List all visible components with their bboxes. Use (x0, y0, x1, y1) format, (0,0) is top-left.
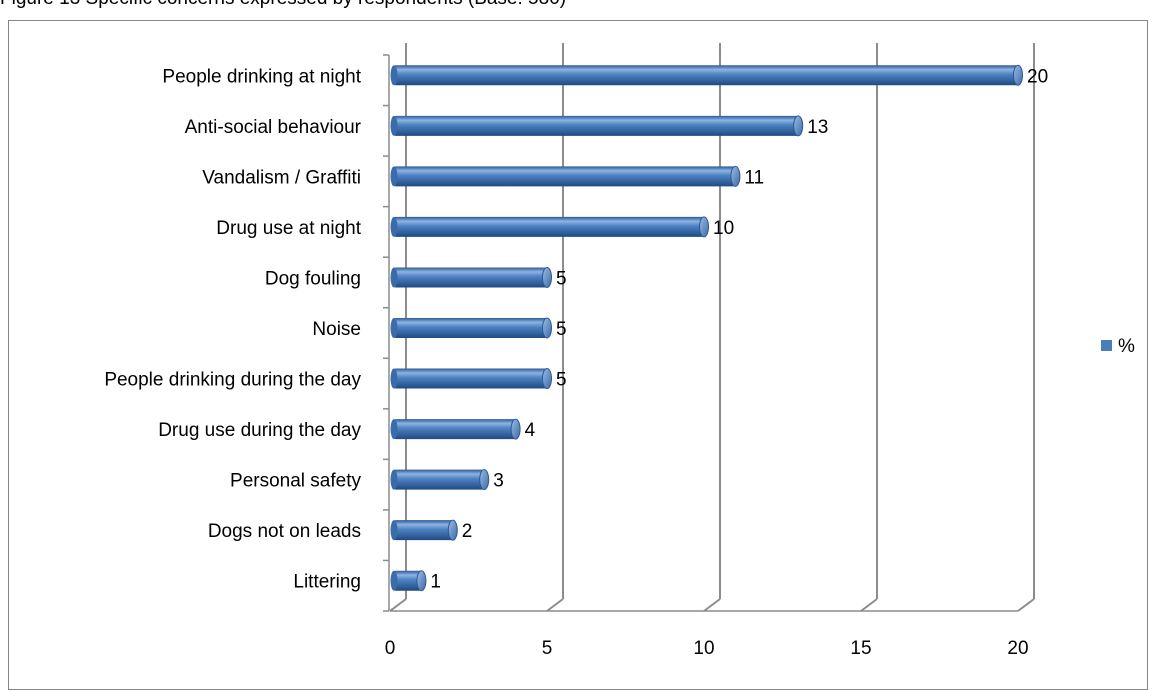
legend: % (1101, 336, 1135, 357)
bar-start-cap (390, 318, 398, 338)
figure-caption: Figure 13 Specific concerns expressed by… (0, 0, 566, 10)
bar-start-cap (390, 216, 398, 237)
data-label: 4 (525, 420, 536, 441)
bar-start-cap (390, 65, 398, 86)
bar-start-cap (390, 570, 398, 591)
bar-body (394, 419, 516, 440)
data-label: 13 (807, 117, 828, 138)
bar-end-cap (542, 368, 552, 390)
data-label: 2 (462, 521, 473, 542)
bar-body (394, 115, 799, 136)
bar-body (394, 520, 453, 541)
bar-body (394, 469, 485, 490)
bar-start-cap (390, 267, 398, 288)
y-category-label: Noise (312, 319, 361, 340)
bar-start-cap (390, 469, 398, 490)
bar-end-cap (542, 317, 552, 339)
bar-start-cap (390, 368, 398, 389)
x-tick-label: 15 (850, 638, 871, 659)
bar-start-cap (390, 115, 398, 136)
y-category-label: Anti-social behaviour (185, 117, 362, 138)
bars (390, 64, 1023, 592)
bar-end-cap (447, 519, 458, 541)
floor-gridline (389, 598, 407, 612)
bar-end-cap (479, 469, 490, 491)
data-label: 10 (713, 218, 734, 239)
bar (390, 64, 1023, 86)
data-label: 3 (493, 471, 504, 492)
y-category-label: Dogs not on leads (208, 521, 361, 542)
legend-label: % (1118, 336, 1135, 357)
legend-swatch (1101, 340, 1112, 351)
y-category-label: Dog fouling (265, 268, 361, 289)
bar (390, 317, 552, 339)
y-category-label: People drinking during the day (104, 370, 361, 391)
bar-end-cap (730, 165, 741, 187)
bar-start-cap (390, 166, 398, 187)
y-category-label: People drinking at night (162, 66, 361, 87)
bar-body (394, 216, 704, 237)
x-tick-label: 5 (542, 638, 553, 659)
bar-end-cap (699, 216, 709, 238)
bar (390, 368, 552, 390)
y-category-label: Littering (293, 572, 361, 593)
data-label: 11 (744, 167, 764, 188)
bar (390, 570, 427, 592)
bar-end-cap (510, 418, 521, 440)
x-tick-label: 20 (1007, 638, 1028, 659)
bar-body (394, 65, 1018, 86)
floor-gridline (703, 598, 721, 612)
y-category-label: Drug use during the day (158, 420, 361, 441)
bar-body (394, 267, 547, 288)
bar (390, 266, 552, 288)
x-tick-label: 10 (693, 638, 714, 659)
bar-body (394, 368, 547, 389)
y-category-label: Drug use at night (216, 218, 361, 239)
axes (383, 54, 1018, 612)
bar-end-cap (542, 266, 552, 288)
bar (390, 469, 490, 491)
floor-gridline (546, 598, 564, 612)
bar-body (394, 318, 547, 338)
bar-end-cap (416, 570, 427, 592)
bar-body (394, 570, 422, 591)
data-label: 5 (556, 370, 567, 391)
data-label: 20 (1027, 66, 1048, 87)
y-category-label: Vandalism / Graffiti (202, 167, 361, 188)
floor-gridline (1017, 598, 1035, 612)
bar (390, 165, 741, 187)
floor-gridline (860, 598, 878, 612)
bar-end-cap (1013, 64, 1023, 86)
bar (390, 519, 458, 541)
bar (390, 418, 521, 440)
bar (390, 115, 804, 137)
bar-start-cap (390, 520, 398, 541)
bar (390, 216, 709, 238)
bar-body (394, 166, 736, 187)
y-category-label: Personal safety (230, 471, 361, 492)
data-label: 5 (556, 268, 567, 289)
data-label: 1 (430, 572, 441, 593)
data-label: 5 (556, 319, 567, 340)
x-tick-label: 0 (385, 638, 396, 659)
bar-end-cap (793, 115, 804, 137)
bar-start-cap (390, 419, 398, 440)
